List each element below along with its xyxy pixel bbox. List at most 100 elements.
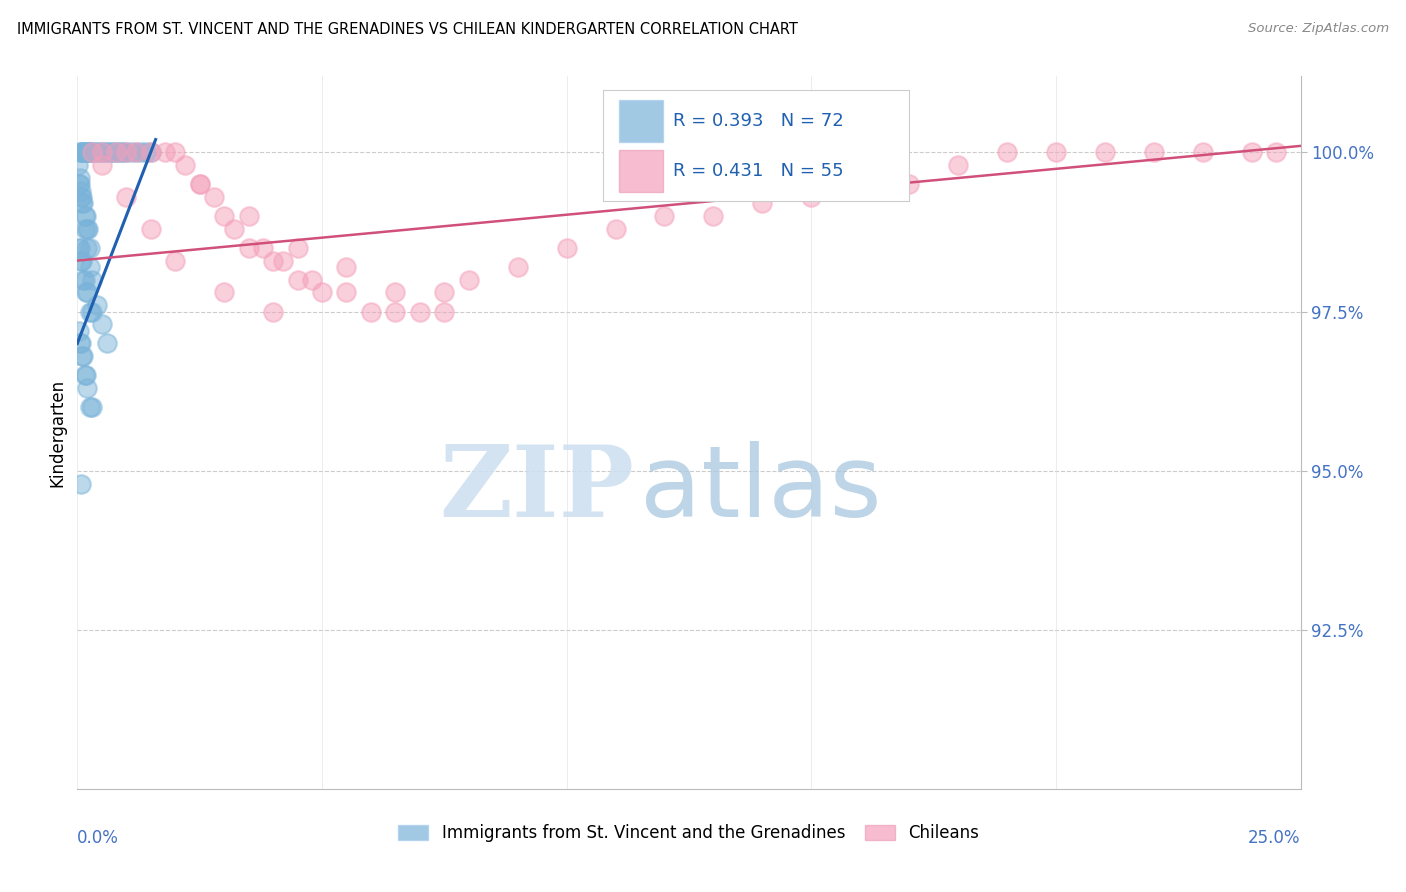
Point [67, 158, 90, 172]
Text: ZIP: ZIP [439, 442, 634, 538]
Point [898, 177, 921, 191]
Text: Source: ZipAtlas.com: Source: ZipAtlas.com [1249, 22, 1389, 36]
Point [1143, 145, 1166, 160]
Point [384, 285, 406, 300]
Point [335, 285, 357, 300]
Point [67, 241, 90, 255]
Point [103, 145, 125, 160]
Text: R = 0.431   N = 55: R = 0.431 N = 55 [673, 161, 844, 179]
Point [69, 190, 91, 204]
Point [73, 368, 96, 383]
Point [165, 253, 187, 268]
Point [75, 368, 97, 383]
Point [75, 285, 97, 300]
Point [188, 177, 211, 191]
Point [202, 190, 225, 204]
Point [238, 241, 260, 255]
Point [287, 241, 309, 255]
Text: atlas: atlas [640, 442, 882, 538]
Point [70, 476, 93, 491]
Point [384, 304, 406, 318]
Point [93, 145, 115, 160]
Point [800, 190, 823, 204]
Point [86, 298, 108, 312]
Point [433, 285, 456, 300]
Point [67, 324, 90, 338]
Point [110, 145, 132, 160]
Point [75, 145, 97, 160]
Point [96, 145, 118, 160]
Point [409, 304, 432, 318]
Point [69, 170, 91, 185]
Point [457, 273, 479, 287]
Point [80, 145, 103, 160]
Point [271, 253, 294, 268]
Point [995, 145, 1018, 160]
Point [70, 184, 93, 198]
Point [76, 145, 98, 160]
FancyBboxPatch shape [619, 100, 664, 142]
Point [555, 241, 578, 255]
Point [360, 304, 382, 318]
Point [90, 145, 112, 160]
Point [69, 145, 91, 160]
Point [79, 145, 101, 160]
Point [70, 253, 93, 268]
Point [115, 145, 138, 160]
Point [70, 349, 93, 363]
Point [70, 145, 93, 160]
Point [83, 145, 105, 160]
Point [654, 209, 676, 223]
Point [105, 145, 128, 160]
Text: 0.0%: 0.0% [77, 829, 120, 847]
Point [69, 336, 91, 351]
Point [702, 209, 724, 223]
Point [79, 241, 101, 255]
Point [212, 285, 235, 300]
Point [80, 304, 103, 318]
Point [139, 145, 162, 160]
Point [79, 304, 101, 318]
Point [80, 145, 103, 160]
Point [165, 145, 187, 160]
Text: R = 0.393   N = 72: R = 0.393 N = 72 [673, 112, 844, 129]
Point [120, 145, 142, 160]
Point [1094, 145, 1116, 160]
Point [139, 145, 162, 160]
Point [238, 209, 260, 223]
Point [115, 145, 138, 160]
Point [262, 304, 284, 318]
Point [72, 349, 94, 363]
Point [76, 221, 98, 235]
Point [262, 253, 284, 268]
Point [76, 285, 98, 300]
Point [98, 145, 121, 160]
Point [75, 209, 97, 223]
FancyBboxPatch shape [619, 150, 664, 192]
Point [72, 196, 94, 211]
Point [1240, 145, 1263, 160]
Point [849, 177, 872, 191]
Point [105, 145, 128, 160]
Point [139, 221, 162, 235]
Point [155, 145, 177, 160]
Point [76, 241, 98, 255]
Point [70, 253, 93, 268]
Point [80, 273, 103, 287]
Point [605, 221, 627, 235]
Point [946, 158, 969, 172]
Point [89, 145, 111, 160]
Point [174, 158, 197, 172]
Point [77, 145, 100, 160]
Point [433, 304, 456, 318]
Point [1191, 145, 1213, 160]
Point [108, 145, 131, 160]
Y-axis label: Kindergarten: Kindergarten [48, 378, 66, 487]
Point [311, 285, 333, 300]
Point [79, 260, 101, 274]
Point [67, 177, 90, 191]
Point [222, 221, 245, 235]
Point [96, 336, 118, 351]
Point [129, 145, 152, 160]
Legend: Immigrants from St. Vincent and the Grenadines, Chileans: Immigrants from St. Vincent and the Gren… [392, 818, 986, 849]
